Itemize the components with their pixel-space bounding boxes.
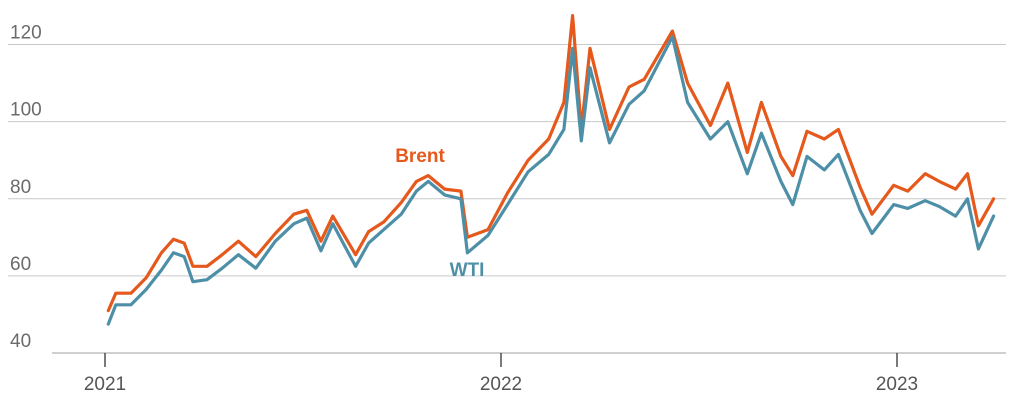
y-tick-label-80: 80 bbox=[10, 177, 31, 198]
y-tick-label-120: 120 bbox=[10, 23, 42, 44]
series-label-brent: Brent bbox=[395, 146, 445, 167]
x-tick-label-2023: 2023 bbox=[876, 374, 918, 395]
y-tick-label-60: 60 bbox=[10, 254, 31, 275]
series-label-wti: WTI bbox=[450, 260, 485, 281]
y-tick-label-40: 40 bbox=[10, 331, 31, 352]
series-line-wti bbox=[106, 35, 996, 326]
x-tick-label-2021: 2021 bbox=[84, 374, 126, 395]
series-line-brent bbox=[106, 14, 996, 313]
y-tick-label-100: 100 bbox=[10, 100, 42, 121]
x-tick-label-2022: 2022 bbox=[480, 374, 522, 395]
